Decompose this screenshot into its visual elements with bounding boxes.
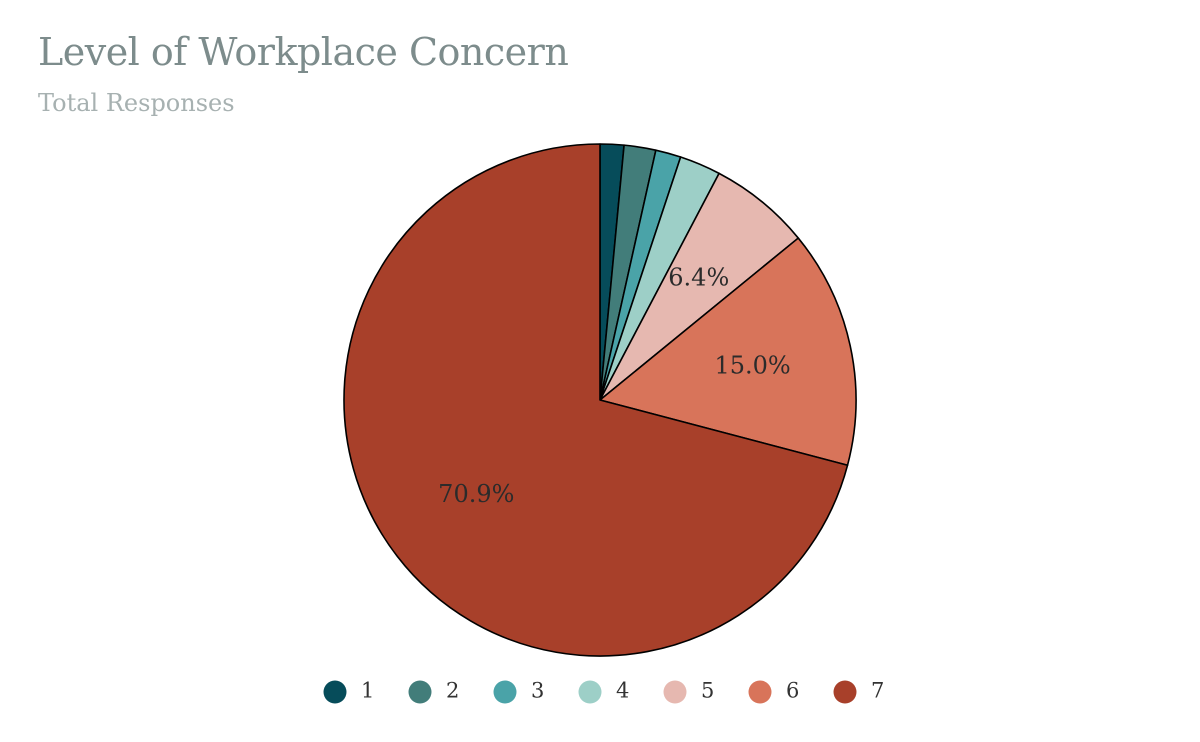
legend-swatch-6 xyxy=(748,680,772,704)
legend-label-7: 7 xyxy=(871,679,884,703)
data-label-6: 15.0% xyxy=(714,351,790,379)
legend-label-2: 2 xyxy=(446,679,459,703)
legend-label-3: 3 xyxy=(531,679,544,703)
legend-item-2[interactable]: 2 xyxy=(408,679,460,704)
legend-swatch-5 xyxy=(663,680,687,704)
legend-label-4: 4 xyxy=(616,679,629,703)
legend-swatch-3 xyxy=(493,680,517,704)
pie-slice-7[interactable] xyxy=(343,143,849,657)
legend-swatch-2 xyxy=(408,680,432,704)
legend-label-1: 1 xyxy=(361,679,374,703)
chart-title: Level of Workplace Concern xyxy=(38,30,569,74)
legend-item-3[interactable]: 3 xyxy=(493,679,545,704)
legend-swatch-7 xyxy=(833,680,857,704)
legend-label-6: 6 xyxy=(786,679,799,703)
chart-legend: 1 2 3 4 5 6 7 xyxy=(323,679,885,704)
legend-swatch-4 xyxy=(578,680,602,704)
legend-item-6[interactable]: 6 xyxy=(748,679,800,704)
data-label-5: 6.4% xyxy=(668,264,729,292)
legend-item-5[interactable]: 5 xyxy=(663,679,715,704)
legend-label-5: 5 xyxy=(701,679,714,703)
legend-item-4[interactable]: 4 xyxy=(578,679,630,704)
chart-subtitle: Total Responses xyxy=(38,89,235,117)
legend-swatch-1 xyxy=(323,680,347,704)
data-label-7: 70.9% xyxy=(438,480,514,508)
pie-data-labels: 6.4% 15.0% 70.9% xyxy=(438,264,791,508)
legend-item-1[interactable]: 1 xyxy=(323,679,375,704)
pie-slice-6[interactable] xyxy=(599,237,857,467)
pie-slices xyxy=(343,143,857,657)
legend-item-7[interactable]: 7 xyxy=(833,679,885,704)
